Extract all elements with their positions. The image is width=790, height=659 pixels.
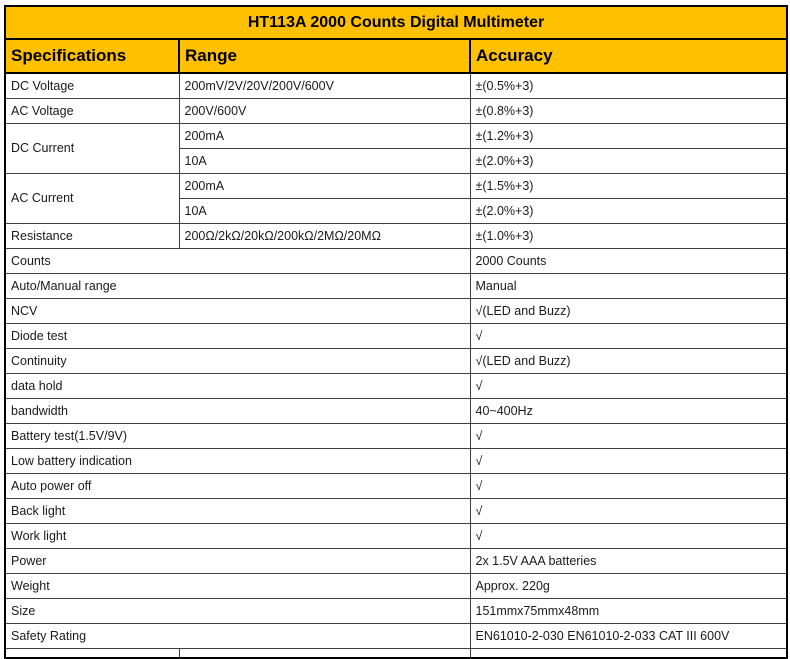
feature-value-cell: 151mmx75mmx48mm xyxy=(469,597,788,624)
feature-label-cell: Back light xyxy=(4,497,471,524)
feature-label-cell: Battery test(1.5V/9V) xyxy=(4,422,471,449)
feature-label-cell: NCV xyxy=(4,297,471,324)
feature-value-cell: √ xyxy=(469,497,788,524)
title-row: HT113A 2000 Counts Digital Multimeter xyxy=(3,5,789,40)
feature-label-cell: data hold xyxy=(4,372,471,399)
range-cell: 200mV/2V/20V/200V/600V xyxy=(178,72,471,99)
accuracy-cell: ±(1.2%+3) xyxy=(469,122,788,149)
table-row-safety-rating: Safety Rating EN61010-2-030 EN61010-2-03… xyxy=(4,622,788,649)
feature-label-cell: Safety Rating xyxy=(4,622,471,649)
accuracy-cell: ±(2.0%+3) xyxy=(469,197,788,224)
table-row-low-battery-indication: Low battery indication √ xyxy=(4,447,788,474)
spec-label-cell: AC Current xyxy=(4,172,180,224)
feature-label-cell: bandwidth xyxy=(4,397,471,424)
column-header-specifications: Specifications xyxy=(4,38,180,74)
feature-value-cell: √ xyxy=(469,372,788,399)
table-row-auto-power-off: Auto power off √ xyxy=(4,472,788,499)
feature-value-cell: √ xyxy=(469,322,788,349)
feature-value-cell: Approx. 220g xyxy=(469,572,788,599)
accuracy-cell: ±(2.0%+3) xyxy=(469,147,788,174)
feature-value-cell: 2000 Counts xyxy=(469,247,788,274)
feature-label-cell: Weight xyxy=(4,572,471,599)
spec-table: HT113A 2000 Counts Digital Multimeter Sp… xyxy=(3,5,789,659)
feature-value-cell: √ xyxy=(469,522,788,549)
range-cell: 200mA xyxy=(178,122,471,149)
feature-label-cell: Diode test xyxy=(4,322,471,349)
feature-label-cell: Low battery indication xyxy=(4,447,471,474)
table-row-diode-test: Diode test √ xyxy=(4,322,788,349)
table-row-counts: Counts 2000 Counts xyxy=(4,247,788,274)
feature-value-cell: Manual xyxy=(469,272,788,299)
accuracy-cell: ±(0.5%+3) xyxy=(469,72,788,99)
column-header-range: Range xyxy=(178,38,471,74)
page-title: HT113A 2000 Counts Digital Multimeter xyxy=(3,5,789,40)
table-row-ac-current-1: AC Current 200mA ±(1.5%+3) xyxy=(4,172,788,224)
table-row-battery-test: Battery test(1.5V/9V) √ xyxy=(4,422,788,449)
feature-value-cell: √(LED and Buzz) xyxy=(469,297,788,324)
feature-label-cell: Continuity xyxy=(4,347,471,374)
table-row-power: Power 2x 1.5V AAA batteries xyxy=(4,547,788,574)
table-row-work-light: Work light √ xyxy=(4,522,788,549)
spec-label-cell: Resistance xyxy=(4,222,180,249)
feature-label-cell: Counts xyxy=(4,247,471,274)
partial-cell xyxy=(4,647,180,659)
accuracy-cell: ±(1.0%+3) xyxy=(469,222,788,249)
feature-value-cell: √(LED and Buzz) xyxy=(469,347,788,374)
partial-cell xyxy=(178,647,471,659)
table-row-weight: Weight Approx. 220g xyxy=(4,572,788,599)
table-row-ncv: NCV √(LED and Buzz) xyxy=(4,297,788,324)
feature-label-cell: Size xyxy=(4,597,471,624)
feature-value-cell: √ xyxy=(469,422,788,449)
table-row-data-hold: data hold √ xyxy=(4,372,788,399)
range-cell: 10A xyxy=(178,147,471,174)
range-cell: 10A xyxy=(178,197,471,224)
spec-label-cell: AC Voltage xyxy=(4,97,180,124)
feature-label-cell: Auto power off xyxy=(4,472,471,499)
table-row-partial-clipped xyxy=(4,647,788,659)
table-row-bandwidth: bandwidth 40~400Hz xyxy=(4,397,788,424)
range-cell: 200mA xyxy=(178,172,471,199)
spec-label-cell: DC Voltage xyxy=(4,72,180,99)
spec-label-cell: DC Current xyxy=(4,122,180,174)
column-header-row: Specifications Range Accuracy xyxy=(4,38,789,74)
table-row-dc-voltage: DC Voltage 200mV/2V/20V/200V/600V ±(0.5%… xyxy=(4,72,788,99)
feature-value-cell: EN61010-2-030 EN61010-2-033 CAT III 600V xyxy=(469,622,788,649)
feature-label-cell: Power xyxy=(4,547,471,574)
table-row-ac-voltage: AC Voltage 200V/600V ±(0.8%+3) xyxy=(4,97,788,124)
table-row-resistance: Resistance 200Ω/2kΩ/20kΩ/200kΩ/2MΩ/20MΩ … xyxy=(4,222,788,249)
column-header-accuracy: Accuracy xyxy=(468,38,789,74)
feature-value-cell: √ xyxy=(469,472,788,499)
feature-value-cell: 2x 1.5V AAA batteries xyxy=(469,547,788,574)
feature-value-cell: 40~400Hz xyxy=(469,397,788,424)
table-row-dc-current-1: DC Current 200mA ±(1.2%+3) xyxy=(4,122,788,174)
range-cell: 200Ω/2kΩ/20kΩ/200kΩ/2MΩ/20MΩ xyxy=(178,222,471,249)
table-row-auto-manual-range: Auto/Manual range Manual xyxy=(4,272,788,299)
table-row-back-light: Back light √ xyxy=(4,497,788,524)
feature-value-cell: √ xyxy=(469,447,788,474)
accuracy-cell: ±(0.8%+3) xyxy=(469,97,788,124)
partial-cell xyxy=(469,647,788,659)
feature-label-cell: Work light xyxy=(4,522,471,549)
range-cell: 200V/600V xyxy=(178,97,471,124)
table-row-size: Size 151mmx75mmx48mm xyxy=(4,597,788,624)
table-row-dc-current-2: 10A ±(2.0%+3) xyxy=(5,147,788,174)
feature-label-cell: Auto/Manual range xyxy=(4,272,471,299)
accuracy-cell: ±(1.5%+3) xyxy=(469,172,788,199)
table-row-continuity: Continuity √(LED and Buzz) xyxy=(4,347,788,374)
